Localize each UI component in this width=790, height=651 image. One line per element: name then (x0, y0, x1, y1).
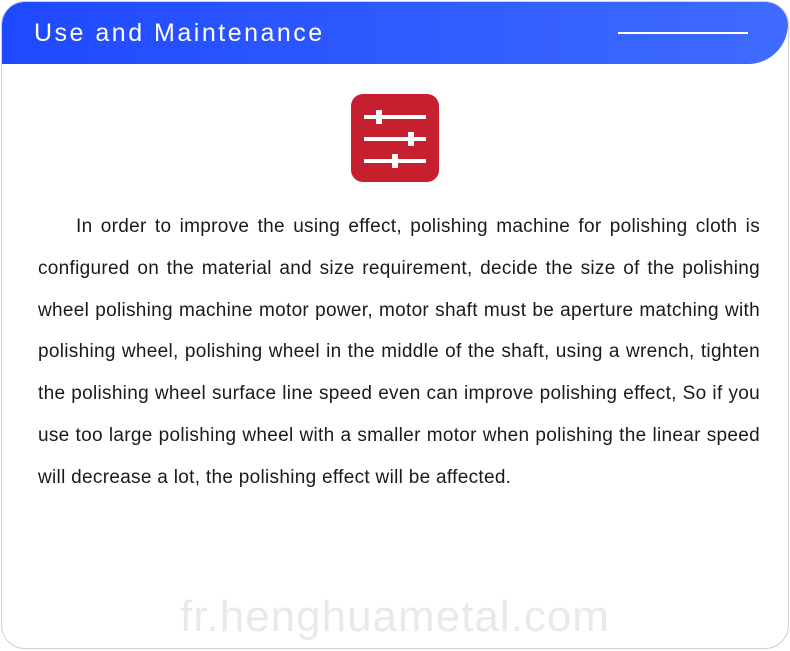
slider-row-2 (364, 132, 426, 144)
header-title: Use and Maintenance (34, 19, 325, 48)
slider-row-3 (364, 154, 426, 166)
slider-row-1 (364, 110, 426, 122)
header-divider-line (618, 32, 748, 34)
settings-sliders-icon (351, 94, 439, 182)
watermark-text: fr.henghuametal.com (180, 592, 610, 642)
body-paragraph: In order to improve the using effect, po… (2, 206, 788, 499)
section-header: Use and Maintenance (2, 2, 788, 64)
icon-container (2, 94, 788, 182)
document-card: Use and Maintenance In order to improve … (1, 1, 789, 649)
